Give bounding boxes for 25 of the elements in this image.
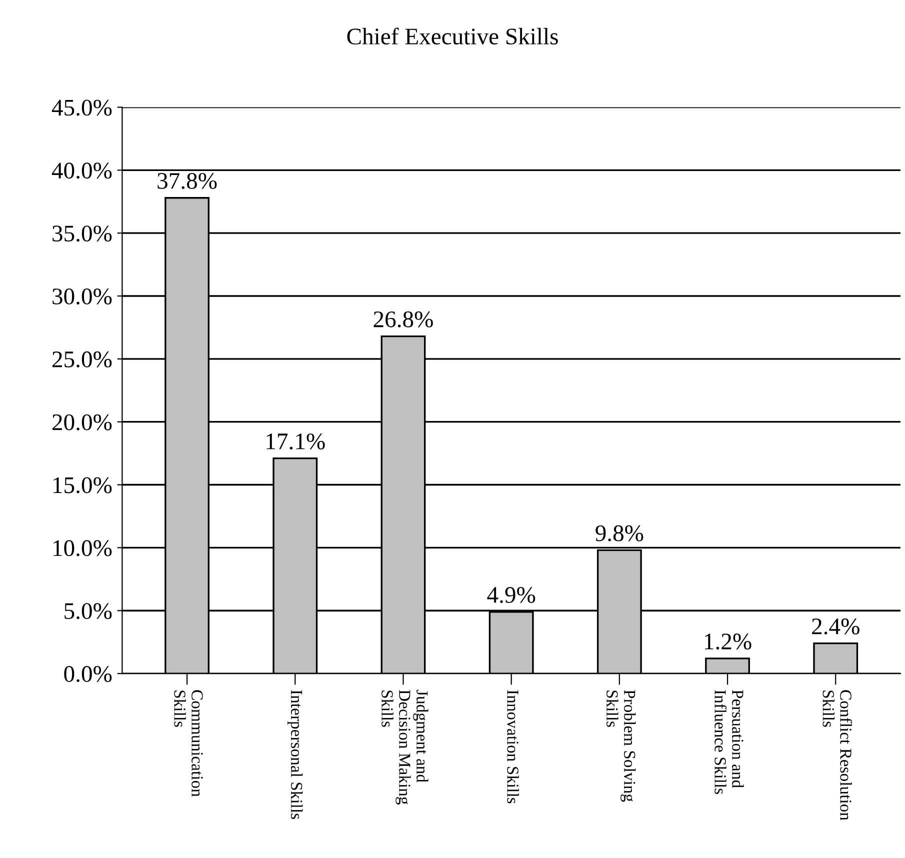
chart-title: Chief Executive Skills: [347, 28, 558, 45]
x-tick-label: Interpersonal Skills: [288, 690, 303, 819]
y-tick-label: 20.0%: [52, 414, 112, 430]
x-tick-label: Conflict Resolution Skills: [822, 690, 852, 820]
x-tick-label: Innovation Skills: [507, 690, 519, 804]
data-label: 26.8%: [374, 311, 433, 328]
y-tick-label: 5.0%: [64, 603, 112, 620]
data-label: 17.1%: [266, 433, 325, 450]
y-tick-label: 25.0%: [52, 351, 112, 368]
data-label: 37.8%: [158, 172, 217, 189]
y-tick-label: 15.0%: [54, 477, 112, 494]
x-tick-label: Persuation and Influence Skills: [714, 690, 744, 794]
x-tick-label: Problem Solving Skills: [606, 690, 636, 802]
data-label: 4.9%: [487, 586, 536, 604]
y-tick-label: 0.0%: [64, 666, 112, 682]
x-tick-label: Judgment and Decision Making Skills: [382, 690, 428, 804]
y-tick-label: 10.0%: [54, 540, 112, 556]
y-tick-label: 40.0%: [52, 162, 112, 179]
y-tick-label: 45.0%: [52, 100, 112, 116]
y-tick-label: 30.0%: [52, 288, 112, 305]
x-tick-label: Communication Skills: [174, 690, 203, 797]
y-tick-label: 35.0%: [52, 226, 112, 242]
data-label: 2.4%: [812, 618, 860, 634]
data-label: 9.8%: [596, 525, 644, 542]
data-label: 1.2%: [705, 634, 752, 650]
